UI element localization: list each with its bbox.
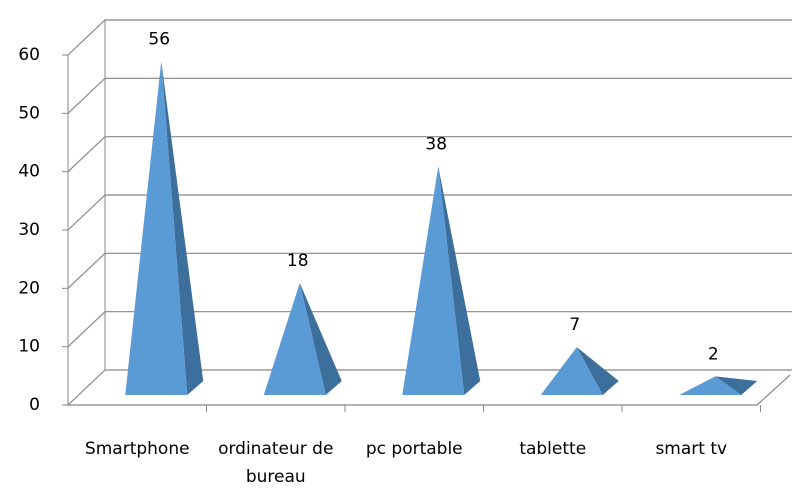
pyramid-side [299,283,342,395]
y-tick-label: 20 [18,278,40,298]
grid-line [67,77,792,114]
data-label: 38 [425,134,447,154]
pyramid-front [402,166,465,395]
y-tick-label: 0 [29,395,40,415]
x-tick-label: ordinateur de bureau [218,439,334,487]
pyramid-front [125,61,188,395]
grid-line [67,252,792,289]
pyramid-side [161,61,204,395]
data-label: 2 [708,344,719,364]
pyramid-side [715,376,758,395]
x-tick-label: Smartphone [84,439,190,459]
grid-line [67,311,792,348]
data-label: 56 [148,29,170,49]
y-tick-label: 40 [18,162,40,182]
pyramid-side [438,166,481,395]
grid-line [67,136,792,173]
y-tick-label: 50 [18,103,40,123]
data-label: 7 [569,315,580,335]
pyramid-front [679,376,742,395]
pyramid-side [576,347,619,395]
y-tick-label: 10 [18,337,40,357]
x-tick-label: tablette [519,439,587,459]
y-tick-label: 30 [18,220,40,240]
grid-line [67,194,792,231]
pyramid-front [540,347,603,395]
pyramid-front [263,283,326,395]
x-tick-label: smart tv [655,439,728,459]
y-tick-label: 60 [18,45,40,65]
data-label: 18 [287,251,309,271]
floor [68,374,791,406]
grid-line [67,19,792,56]
x-tick-label: pc portable [365,439,463,459]
